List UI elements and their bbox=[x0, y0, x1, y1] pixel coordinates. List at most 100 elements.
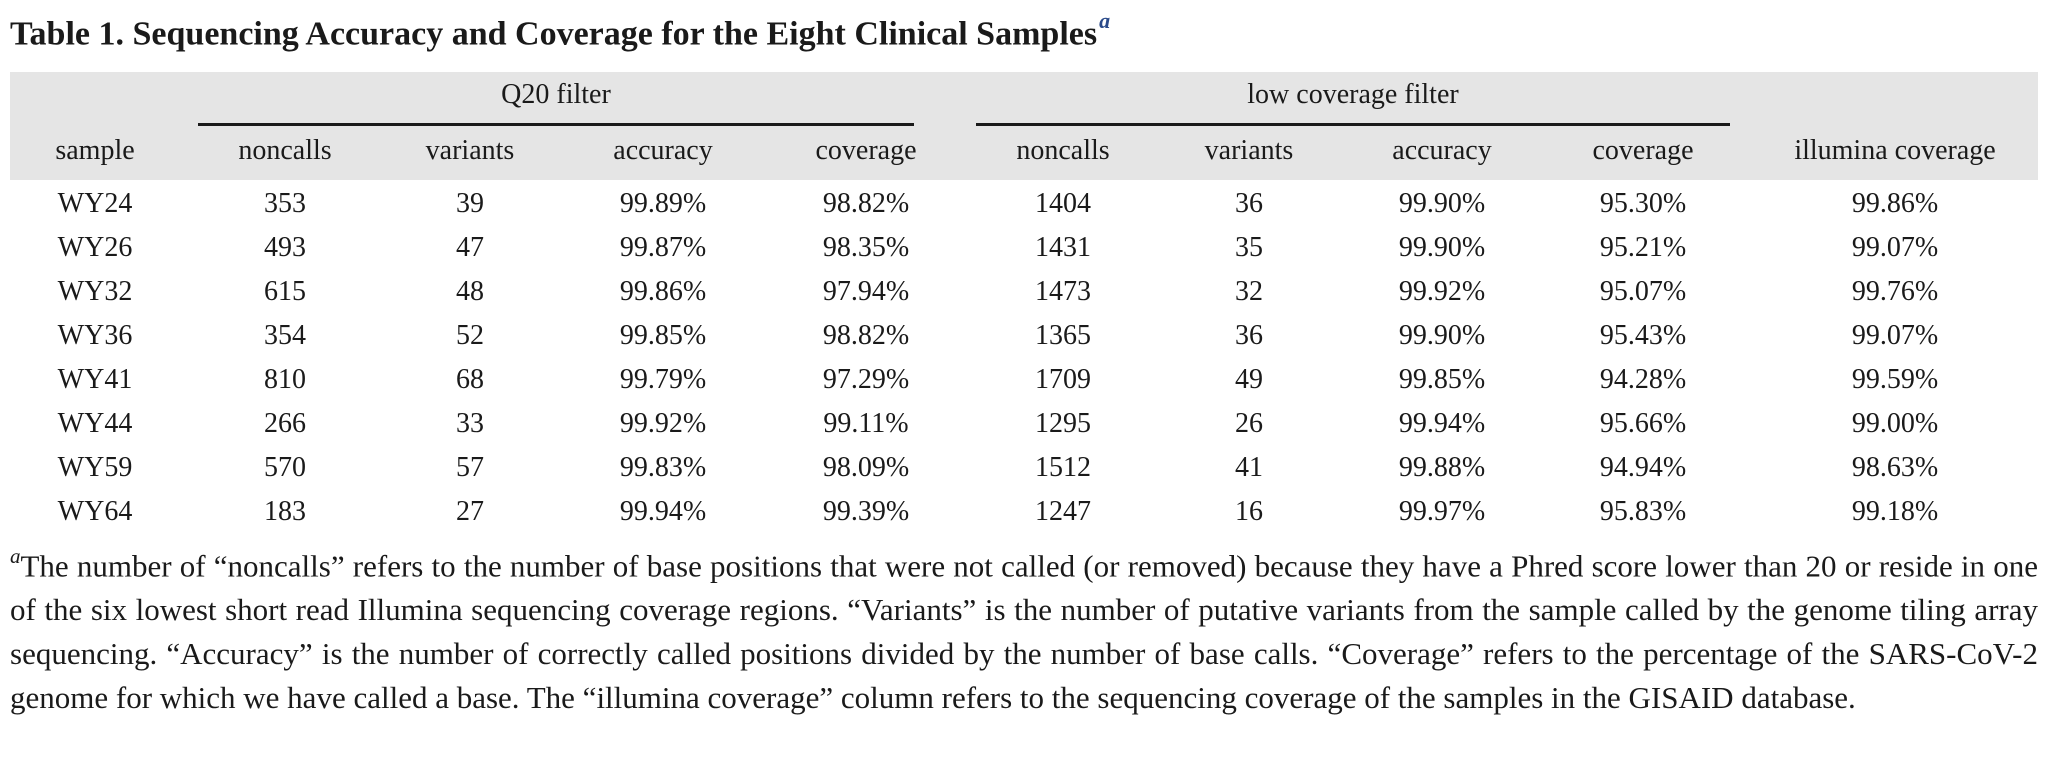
table-cell: 35 bbox=[1235, 232, 1263, 263]
table-cell: 1431 bbox=[1035, 232, 1091, 263]
table-cell: 48 bbox=[456, 276, 484, 307]
group-header-1: low coverage filter bbox=[1247, 79, 1459, 110]
table-cell: 99.79% bbox=[619, 364, 707, 395]
table-cell: 99.92% bbox=[619, 408, 707, 439]
table-cell: 1709 bbox=[1035, 364, 1091, 395]
table-cell: 99.85% bbox=[619, 320, 707, 351]
table-cell: 32 bbox=[1235, 276, 1263, 307]
table-cell: 16 bbox=[1235, 496, 1263, 527]
sample-cell: WY32 bbox=[57, 276, 133, 307]
table-cell: 95.30% bbox=[1599, 188, 1687, 219]
table-footnote: aThe number of “noncalls” refers to the … bbox=[10, 536, 2038, 720]
table-header-band bbox=[10, 72, 2038, 180]
footnote-text: The number of “noncalls” refers to the n… bbox=[10, 548, 2038, 716]
table-cell: 99.39% bbox=[822, 496, 910, 527]
table-cell: 95.66% bbox=[1599, 408, 1687, 439]
table-cell: 99.18% bbox=[1851, 496, 1939, 527]
table-cell: 99.90% bbox=[1398, 320, 1486, 351]
table-cell: 39 bbox=[456, 188, 484, 219]
table-cell: 1404 bbox=[1035, 188, 1091, 219]
table-cell: 98.09% bbox=[822, 452, 910, 483]
table-title-text: Table 1. Sequencing Accuracy and Coverag… bbox=[10, 15, 1098, 53]
table-cell: 810 bbox=[264, 364, 306, 395]
table-cell: 52 bbox=[456, 320, 484, 351]
table-cell: 1473 bbox=[1035, 276, 1091, 307]
table-cell: 49 bbox=[1235, 364, 1263, 395]
table-cell: 99.89% bbox=[619, 188, 707, 219]
table-cell: 95.07% bbox=[1599, 276, 1687, 307]
table-cell: 98.82% bbox=[822, 320, 910, 351]
table-cell: 27 bbox=[456, 496, 484, 527]
sample-cell: WY26 bbox=[57, 232, 133, 263]
table-cell: 99.59% bbox=[1851, 364, 1939, 395]
table-cell: 99.97% bbox=[1398, 496, 1486, 527]
table-cell: 354 bbox=[264, 320, 306, 351]
table-cell: 570 bbox=[264, 452, 306, 483]
table-cell: 1247 bbox=[1035, 496, 1091, 527]
sample-cell: WY64 bbox=[57, 496, 133, 527]
group-rule-0 bbox=[198, 123, 914, 126]
table-cell: 1295 bbox=[1035, 408, 1091, 439]
table-cell: 97.29% bbox=[822, 364, 910, 395]
column-header-1: noncalls bbox=[238, 135, 332, 166]
table-cell: 36 bbox=[1235, 320, 1263, 351]
sample-cell: WY41 bbox=[57, 364, 133, 395]
table-cell: 99.07% bbox=[1851, 232, 1939, 263]
group-rule-1 bbox=[976, 123, 1730, 126]
table-cell: 99.76% bbox=[1851, 276, 1939, 307]
table-cell: 33 bbox=[456, 408, 484, 439]
table-cell: 493 bbox=[264, 232, 306, 263]
column-header-4: coverage bbox=[815, 135, 917, 166]
column-header-5: noncalls bbox=[1016, 135, 1110, 166]
table-cell: 99.86% bbox=[619, 276, 707, 307]
table-cell: 99.90% bbox=[1398, 232, 1486, 263]
table-cell: 47 bbox=[456, 232, 484, 263]
table-cell: 99.11% bbox=[823, 408, 909, 439]
column-header-7: accuracy bbox=[1392, 135, 1492, 166]
sample-cell: WY44 bbox=[57, 408, 133, 439]
table-cell: 68 bbox=[456, 364, 484, 395]
table-cell: 41 bbox=[1235, 452, 1263, 483]
footnote-marker: a bbox=[10, 544, 21, 568]
sample-cell: WY36 bbox=[57, 320, 133, 351]
table-cell: 353 bbox=[264, 188, 306, 219]
table-cell: 615 bbox=[264, 276, 306, 307]
table-cell: 97.94% bbox=[822, 276, 910, 307]
table-cell: 95.83% bbox=[1599, 496, 1687, 527]
column-header-8: coverage bbox=[1592, 135, 1694, 166]
table-cell: 99.87% bbox=[619, 232, 707, 263]
title-footnote-marker: a bbox=[1099, 8, 1111, 33]
table-cell: 99.90% bbox=[1398, 188, 1486, 219]
table-cell: 99.85% bbox=[1398, 364, 1486, 395]
group-header-0: Q20 filter bbox=[501, 79, 611, 110]
table-cell: 99.94% bbox=[619, 496, 707, 527]
column-header-0: sample bbox=[55, 135, 135, 166]
table-cell: 99.07% bbox=[1851, 320, 1939, 351]
table-cell: 99.00% bbox=[1851, 408, 1939, 439]
table-title: Table 1. Sequencing Accuracy and Coverag… bbox=[10, 0, 1111, 53]
table-cell: 94.94% bbox=[1599, 452, 1687, 483]
table-cell: 98.35% bbox=[822, 232, 910, 263]
table-cell: 99.86% bbox=[1851, 188, 1939, 219]
table-cell: 95.43% bbox=[1599, 320, 1687, 351]
table-cell: 36 bbox=[1235, 188, 1263, 219]
table-cell: 99.88% bbox=[1398, 452, 1486, 483]
table-cell: 1365 bbox=[1035, 320, 1091, 351]
table-cell: 183 bbox=[264, 496, 306, 527]
sample-cell: WY24 bbox=[57, 188, 133, 219]
table-cell: 98.82% bbox=[822, 188, 910, 219]
column-header-2: variants bbox=[425, 135, 515, 166]
table-cell: 94.28% bbox=[1599, 364, 1687, 395]
table-cell: 1512 bbox=[1035, 452, 1091, 483]
column-header-6: variants bbox=[1204, 135, 1294, 166]
table-cell: 99.92% bbox=[1398, 276, 1486, 307]
table-cell: 95.21% bbox=[1599, 232, 1687, 263]
column-header-9: illumina coverage bbox=[1794, 135, 1996, 166]
column-header-3: accuracy bbox=[613, 135, 713, 166]
sample-cell: WY59 bbox=[57, 452, 133, 483]
table-cell: 99.94% bbox=[1398, 408, 1486, 439]
table-cell: 99.83% bbox=[619, 452, 707, 483]
table-cell: 57 bbox=[456, 452, 484, 483]
table-cell: 266 bbox=[264, 408, 306, 439]
table-cell: 26 bbox=[1235, 408, 1263, 439]
